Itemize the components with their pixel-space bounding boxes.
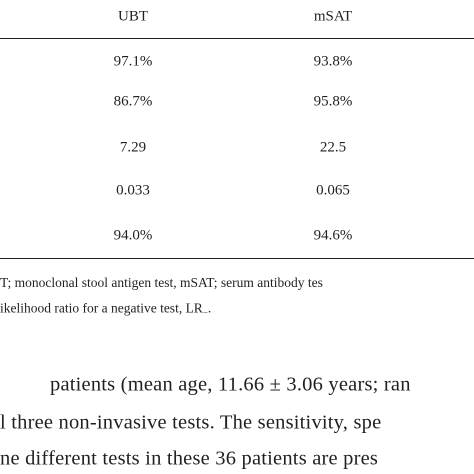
table-cell: 0.065 (316, 182, 350, 199)
paragraph-line: l three non-invasive tests. The sensitiv… (0, 411, 382, 434)
paragraph-line: ne different tests in these 36 patients … (0, 447, 379, 470)
table-rule (0, 38, 474, 39)
table-cell: 94.0% (113, 227, 153, 244)
table-cell: 0.033 (116, 182, 150, 199)
footnote-line: T; monoclonal stool antigen test, mSAT; … (0, 275, 323, 290)
footnote-line: ikelihood ratio for a negative test, LR−… (0, 301, 211, 318)
table-cell: 22.5 (319, 139, 347, 156)
table-rule (0, 258, 474, 259)
table-cell: 93.8% (313, 53, 353, 70)
footnote-text: ikelihood ratio for a negative test, LR (0, 300, 203, 316)
column-header: mSAT (313, 8, 353, 25)
paragraph-line: patients (mean age, 11.66 ± 3.06 years; … (50, 373, 411, 396)
column-header: UBT (118, 8, 148, 25)
table-cell: 7.29 (119, 139, 147, 156)
table-cell: 86.7% (113, 93, 153, 110)
footnote-subscript: − (202, 307, 208, 318)
table-cell: 95.8% (313, 93, 353, 110)
footnote-text: . (207, 300, 212, 316)
table-cell: 94.6% (313, 227, 353, 244)
table-cell: 97.1% (113, 53, 153, 70)
